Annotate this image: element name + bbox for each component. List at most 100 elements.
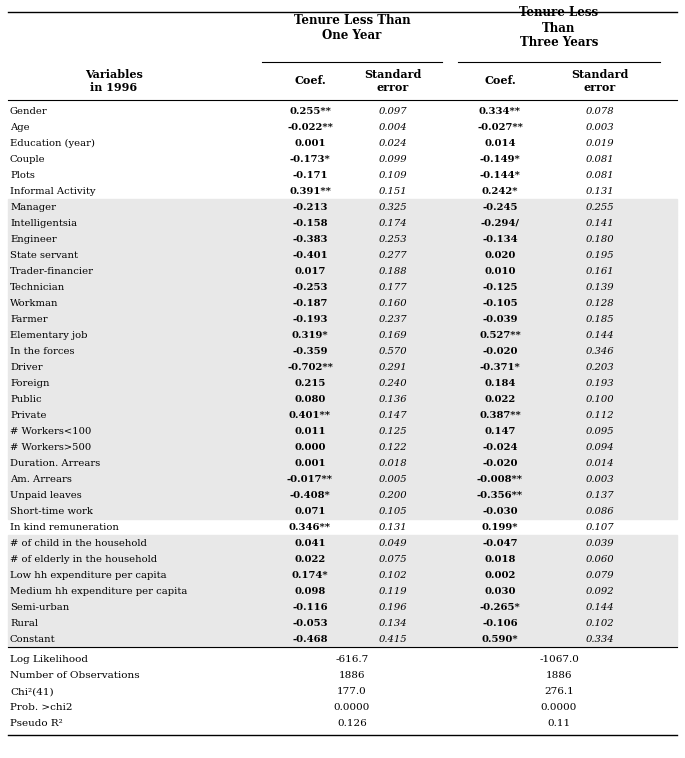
Text: Pseudo R²: Pseudo R² <box>10 719 63 728</box>
Text: 0.161: 0.161 <box>586 267 614 275</box>
Text: 0.0000: 0.0000 <box>541 703 577 713</box>
Text: -0.053: -0.053 <box>292 619 328 628</box>
Text: Constant: Constant <box>10 634 55 644</box>
Text: 0.131: 0.131 <box>379 522 408 531</box>
Text: -1067.0: -1067.0 <box>539 656 579 665</box>
Bar <box>8 295 677 311</box>
Text: -0.134: -0.134 <box>482 234 518 243</box>
Text: 0.401**: 0.401** <box>289 411 331 419</box>
Text: 0.177: 0.177 <box>379 283 408 292</box>
Text: 0.094: 0.094 <box>586 443 614 452</box>
Text: 0.041: 0.041 <box>295 538 326 547</box>
Text: 0.255**: 0.255** <box>289 107 331 115</box>
Text: 0.102: 0.102 <box>379 571 408 580</box>
Text: 0.277: 0.277 <box>379 250 408 259</box>
Text: 0.134: 0.134 <box>379 619 408 628</box>
Text: 0.010: 0.010 <box>484 267 516 275</box>
Text: -0.039: -0.039 <box>482 315 518 324</box>
Text: 0.119: 0.119 <box>379 587 408 596</box>
Text: 0.001: 0.001 <box>295 139 326 148</box>
Text: Coef.: Coef. <box>484 76 516 86</box>
Bar <box>8 359 677 375</box>
Text: -0.408*: -0.408* <box>290 490 330 500</box>
Text: 0.126: 0.126 <box>337 719 367 728</box>
Text: 0.105: 0.105 <box>379 506 408 515</box>
Text: 0.003: 0.003 <box>586 475 614 484</box>
Text: -0.193: -0.193 <box>292 315 327 324</box>
Text: -0.008**: -0.008** <box>477 475 523 484</box>
Text: 0.018: 0.018 <box>484 555 516 563</box>
Text: 0.000: 0.000 <box>295 443 326 452</box>
Text: 0.003: 0.003 <box>586 123 614 131</box>
Text: 0.147: 0.147 <box>484 427 516 436</box>
Text: -0.105: -0.105 <box>482 299 518 308</box>
Text: 0.527**: 0.527** <box>479 330 521 340</box>
Text: 0.319*: 0.319* <box>292 330 328 340</box>
Text: Technician: Technician <box>10 283 65 292</box>
Text: 0.024: 0.024 <box>379 139 408 148</box>
Text: 0.391**: 0.391** <box>289 186 331 196</box>
Text: 0.060: 0.060 <box>586 555 614 563</box>
Text: -0.468: -0.468 <box>292 634 327 644</box>
Text: -0.173*: -0.173* <box>290 155 330 164</box>
Bar <box>8 487 677 503</box>
Text: # Workers>500: # Workers>500 <box>10 443 91 452</box>
Text: 0.193: 0.193 <box>586 378 614 387</box>
Text: -0.702**: -0.702** <box>287 362 333 371</box>
Bar <box>8 327 677 343</box>
Text: 1886: 1886 <box>339 672 365 681</box>
Text: # of child in the household: # of child in the household <box>10 538 147 547</box>
Text: 1886: 1886 <box>546 672 572 681</box>
Text: -0.144*: -0.144* <box>479 171 521 180</box>
Text: Low hh expenditure per capita: Low hh expenditure per capita <box>10 571 166 580</box>
Text: 0.019: 0.019 <box>586 139 614 148</box>
Text: -0.106: -0.106 <box>482 619 518 628</box>
Text: 0.097: 0.097 <box>379 107 408 115</box>
Text: 0.112: 0.112 <box>586 411 614 419</box>
Bar <box>8 583 677 599</box>
Text: Workman: Workman <box>10 299 58 308</box>
Text: -0.383: -0.383 <box>292 234 327 243</box>
Text: 0.136: 0.136 <box>379 394 408 403</box>
Text: # of elderly in the household: # of elderly in the household <box>10 555 157 563</box>
Text: 0.180: 0.180 <box>586 234 614 243</box>
Text: 0.014: 0.014 <box>484 139 516 148</box>
Bar <box>8 551 677 567</box>
Text: -0.253: -0.253 <box>292 283 327 292</box>
Text: Standard
error: Standard error <box>571 69 629 93</box>
Text: 0.415: 0.415 <box>379 634 408 644</box>
Text: Standard
error: Standard error <box>364 69 422 93</box>
Text: -0.158: -0.158 <box>292 218 327 227</box>
Text: 0.039: 0.039 <box>586 538 614 547</box>
Text: Manager: Manager <box>10 202 56 211</box>
Bar <box>8 599 677 615</box>
Text: 0.081: 0.081 <box>586 171 614 180</box>
Text: 0.240: 0.240 <box>379 378 408 387</box>
Text: Chi²(41): Chi²(41) <box>10 688 53 697</box>
Bar <box>8 311 677 327</box>
Text: In the forces: In the forces <box>10 346 75 356</box>
Text: 0.086: 0.086 <box>586 506 614 515</box>
Text: 0.017: 0.017 <box>295 267 325 275</box>
Text: 177.0: 177.0 <box>337 688 367 697</box>
Text: Coef.: Coef. <box>294 76 326 86</box>
Text: 0.141: 0.141 <box>586 218 614 227</box>
Text: Education (year): Education (year) <box>10 139 95 148</box>
Text: 0.071: 0.071 <box>295 506 325 515</box>
Text: 0.098: 0.098 <box>295 587 325 596</box>
Text: 0.147: 0.147 <box>379 411 408 419</box>
Text: 0.590*: 0.590* <box>482 634 519 644</box>
Text: 0.131: 0.131 <box>586 186 614 196</box>
Text: -0.371*: -0.371* <box>479 362 521 371</box>
Text: Foreign: Foreign <box>10 378 49 387</box>
Text: 0.174: 0.174 <box>379 218 408 227</box>
Text: -0.213: -0.213 <box>292 202 327 211</box>
Bar <box>8 215 677 231</box>
Text: -0.022**: -0.022** <box>287 123 333 131</box>
Text: -616.7: -616.7 <box>336 656 369 665</box>
Text: 0.144: 0.144 <box>586 603 614 612</box>
Text: 0.075: 0.075 <box>379 555 408 563</box>
Text: 0.144: 0.144 <box>586 330 614 340</box>
Text: -0.020: -0.020 <box>482 346 518 356</box>
Text: 0.030: 0.030 <box>484 587 516 596</box>
